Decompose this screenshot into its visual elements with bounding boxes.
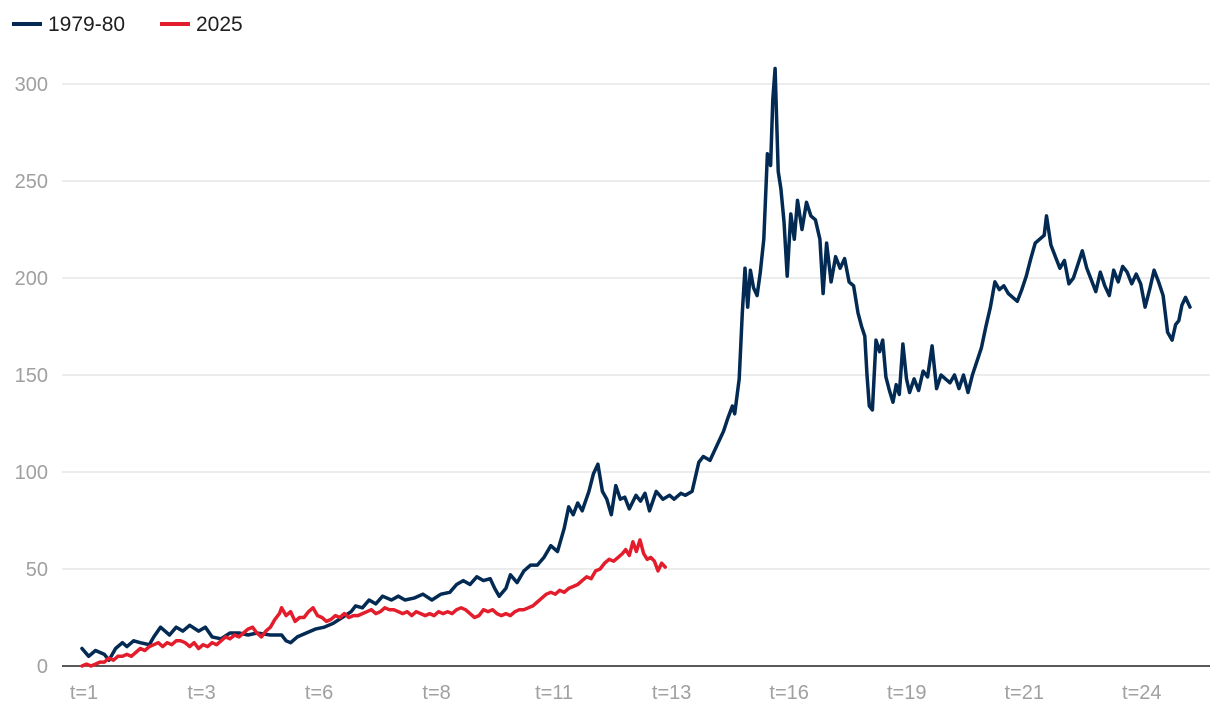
x-tick-label-4: t=11 bbox=[535, 682, 573, 704]
y-tick-label-0: 0 bbox=[37, 656, 48, 678]
y-axis-tick-labels: 0 50 100 150 200 250 300 bbox=[15, 74, 48, 678]
x-tick-label-6: t=16 bbox=[769, 682, 808, 704]
x-tick-label-0: t=1 bbox=[70, 682, 98, 704]
series-line-2025 bbox=[80, 538, 667, 668]
x-tick-label-8: t=21 bbox=[1004, 682, 1043, 704]
legend-item-2025: 2025 bbox=[160, 13, 243, 36]
series-lines bbox=[80, 66, 1192, 668]
legend-item-1979-80: 1979-80 bbox=[12, 13, 125, 36]
x-tick-label-7: t=19 bbox=[887, 682, 926, 704]
x-tick-label-3: t=8 bbox=[422, 682, 450, 704]
x-tick-label-9: t=24 bbox=[1122, 682, 1161, 704]
x-tick-label-5: t=13 bbox=[652, 682, 691, 704]
y-tick-label-50: 50 bbox=[26, 559, 48, 581]
y-tick-label-250: 250 bbox=[15, 171, 48, 193]
series-line-1979-80 bbox=[80, 66, 1192, 662]
y-tick-label-300: 300 bbox=[15, 74, 48, 96]
legend-label-1979-80: 1979-80 bbox=[48, 13, 125, 36]
legend-label-2025: 2025 bbox=[196, 13, 243, 36]
y-tick-label-200: 200 bbox=[15, 268, 48, 290]
y-tick-label-100: 100 bbox=[15, 462, 48, 484]
x-axis-tick-labels: t=1 t=3 t=6 t=8 t=11 t=13 t=16 t=19 t=21 t=24 bbox=[70, 682, 1162, 704]
x-tick-label-1: t=3 bbox=[187, 682, 215, 704]
x-tick-label-2: t=6 bbox=[305, 682, 333, 704]
chart-legend: 1979-80 2025 bbox=[12, 13, 243, 36]
gridlines bbox=[62, 83, 1210, 570]
y-tick-label-150: 150 bbox=[15, 365, 48, 387]
